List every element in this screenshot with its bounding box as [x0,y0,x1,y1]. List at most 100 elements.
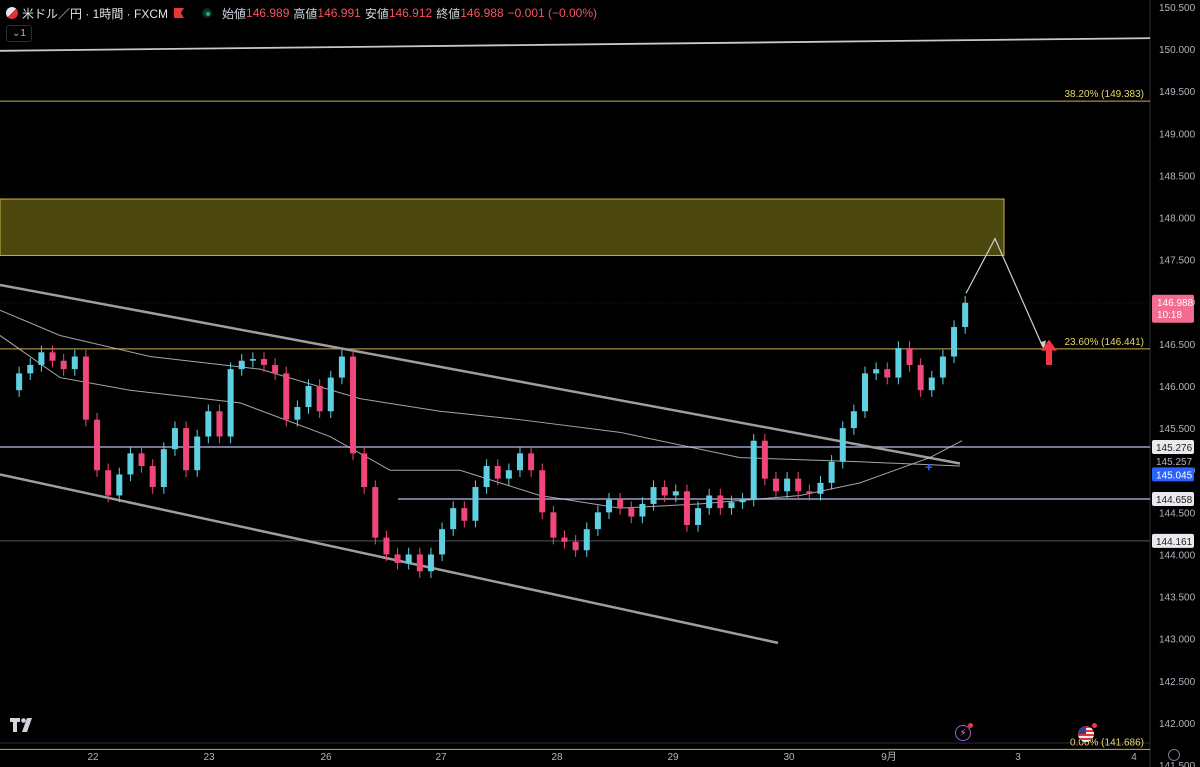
candle-body [94,419,101,471]
candle-body [672,491,679,496]
candle [761,434,768,486]
candle-body [283,373,290,420]
candle-body [461,508,468,521]
candle-body [939,356,946,378]
candle-body [862,373,869,412]
candle [372,480,379,545]
candle-body [60,360,67,370]
candle-body [149,466,156,488]
candle-body [839,428,846,462]
candle [951,320,958,364]
price-tick-label: 148.500 [1159,171,1196,182]
candle [205,404,212,444]
candle [672,484,679,503]
fib-level-label: 23.60% (146.441) [1064,337,1144,348]
candle [149,459,156,494]
candle [906,341,913,372]
candle-body [205,411,212,437]
price-label-value: 145.045 [1156,470,1193,481]
candle [238,353,245,376]
candle-body [305,386,312,408]
bar-countdown: 10:18 [1157,310,1182,321]
candle [171,421,178,456]
candle-body [450,508,457,530]
us-flag-icon[interactable] [1078,723,1097,742]
candle [661,480,668,503]
candle [94,412,101,477]
indicator-count: 1 [20,28,26,39]
candle-body [316,386,323,412]
candle-body [483,466,490,488]
candle-body [394,554,401,563]
blue-cross-marker: + [925,460,933,475]
price-tick-label: 145.500 [1159,424,1196,435]
candle [405,547,412,570]
candle [227,362,234,444]
candle [294,400,301,427]
candle [516,446,523,477]
upper-trend-line [0,37,1151,52]
candle [383,530,390,562]
candle-body [405,554,412,563]
candle-body [439,529,446,555]
candle [817,476,824,501]
candle-body [194,436,201,471]
candle [873,362,880,381]
candle-body [739,499,746,503]
candle-body [650,487,657,504]
candle-body [606,499,613,513]
candle [183,421,190,477]
candle-body [639,503,646,517]
candle [594,505,601,536]
candle [416,547,423,579]
candle-body [873,369,880,374]
candle [472,480,479,528]
close-value: 146.988 [460,6,504,20]
candle-body [49,352,56,361]
price-tick-label: 141.500 [1159,761,1196,767]
candle-body [806,491,813,494]
candle-body [372,487,379,538]
candle [105,463,112,503]
candle-body [383,537,390,555]
current-price-value: 146.988 [1157,298,1194,309]
candle-body [539,470,546,513]
candle-body [294,407,301,420]
candle [572,535,579,557]
indicator-collapse-button[interactable]: ⌄ 1 [6,25,32,42]
candle-body [494,466,501,479]
time-tick-label: 30 [783,752,795,763]
candle-body [928,377,935,391]
price-label-badge [1152,492,1194,507]
moving-average-line [0,309,961,467]
price-tick-label: 148.000 [1159,214,1196,225]
candle [505,463,512,486]
lightning-icon[interactable]: ⚡ [955,723,973,741]
gear-icon[interactable] [1168,749,1180,761]
price-tick-label: 150.500 [1159,3,1196,14]
candle-body [516,453,523,471]
candle-body [550,512,557,538]
candle-body [817,482,824,494]
open-value: 146.989 [246,6,290,20]
candle [216,404,223,444]
market-status-icon[interactable] [202,8,212,18]
candle-body [71,356,78,370]
price-label-value: 145.276 [1156,443,1193,454]
symbol-title[interactable]: 米ドル／円 · 1時間 · FXCM [22,6,168,21]
candle [772,471,779,499]
usdjpy-flag-icon [6,7,18,19]
price-label-value: 145.257 [1156,457,1193,468]
projection-path [965,237,1044,348]
candle [728,495,735,515]
candle-body [350,356,357,454]
candle [272,358,279,381]
candle-body [260,359,267,365]
close-label: 終値 [436,6,461,21]
high-value: 146.991 [317,6,361,20]
tradingview-logo-icon[interactable] [10,718,36,732]
descending-trend-line [0,283,961,465]
candle [884,362,891,385]
candle [116,467,123,503]
